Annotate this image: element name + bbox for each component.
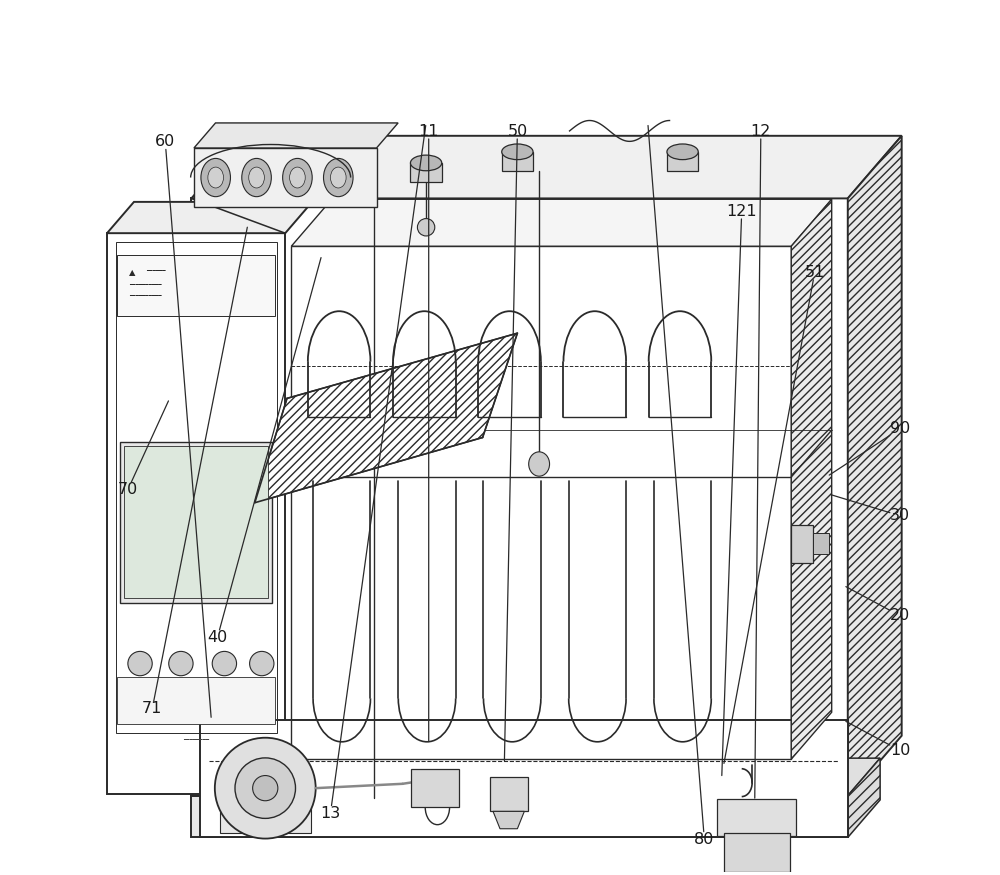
Text: 90: 90 <box>829 421 910 475</box>
Text: ━━━━━━━━━━: ━━━━━━━━━━ <box>129 284 161 288</box>
Ellipse shape <box>249 167 264 188</box>
Bar <box>724 833 790 872</box>
Ellipse shape <box>529 452 550 476</box>
Text: ━━━━━━━━━━: ━━━━━━━━━━ <box>129 293 161 298</box>
Bar <box>411 769 459 808</box>
Bar <box>410 163 442 182</box>
Text: ━━━━━━: ━━━━━━ <box>146 270 166 274</box>
Polygon shape <box>493 811 524 829</box>
Ellipse shape <box>502 144 533 159</box>
Bar <box>191 795 848 837</box>
Ellipse shape <box>290 167 305 188</box>
Ellipse shape <box>201 158 230 197</box>
Polygon shape <box>191 136 902 199</box>
Text: 40: 40 <box>207 257 321 645</box>
Bar <box>813 534 829 554</box>
Ellipse shape <box>215 738 316 838</box>
Text: 10: 10 <box>846 721 910 758</box>
Bar <box>191 199 848 798</box>
Ellipse shape <box>410 155 442 171</box>
Bar <box>124 446 268 598</box>
Bar <box>791 525 813 563</box>
Text: ━━━━━━━━: ━━━━━━━━ <box>183 738 209 743</box>
Ellipse shape <box>235 758 296 818</box>
Text: 20: 20 <box>846 586 910 623</box>
Text: 80: 80 <box>648 125 715 847</box>
Polygon shape <box>191 758 880 795</box>
Text: 121: 121 <box>722 204 757 775</box>
Ellipse shape <box>667 144 698 159</box>
Ellipse shape <box>330 167 346 188</box>
Ellipse shape <box>212 651 237 676</box>
Text: 13: 13 <box>320 125 426 821</box>
Polygon shape <box>791 200 832 760</box>
Ellipse shape <box>417 219 435 236</box>
Text: 70: 70 <box>118 401 168 497</box>
Bar <box>120 442 272 603</box>
Bar <box>502 151 533 171</box>
Text: 11: 11 <box>418 124 439 741</box>
Polygon shape <box>255 333 517 503</box>
Text: 30: 30 <box>831 495 910 523</box>
Bar <box>117 676 275 724</box>
Text: ▲: ▲ <box>129 268 135 276</box>
Text: 71: 71 <box>142 228 247 717</box>
Bar <box>200 720 848 837</box>
Ellipse shape <box>250 651 274 676</box>
Polygon shape <box>194 123 398 148</box>
Text: 12: 12 <box>751 124 771 798</box>
Text: 60: 60 <box>155 135 211 717</box>
Ellipse shape <box>128 651 152 676</box>
Bar <box>291 246 791 760</box>
Ellipse shape <box>253 775 278 801</box>
Bar <box>194 148 377 207</box>
Ellipse shape <box>208 167 224 188</box>
Ellipse shape <box>283 158 312 197</box>
Bar <box>717 799 796 836</box>
Bar <box>220 801 311 833</box>
Text: 50: 50 <box>504 124 528 760</box>
Text: 51: 51 <box>724 265 825 763</box>
Ellipse shape <box>242 158 271 197</box>
Ellipse shape <box>324 158 353 197</box>
Bar <box>117 255 275 316</box>
Polygon shape <box>848 136 902 798</box>
Bar <box>116 242 277 733</box>
Polygon shape <box>107 202 312 233</box>
Bar <box>667 151 698 171</box>
Bar <box>107 233 285 794</box>
Polygon shape <box>848 758 880 837</box>
Bar <box>490 777 528 811</box>
Ellipse shape <box>169 651 193 676</box>
Polygon shape <box>291 200 832 246</box>
